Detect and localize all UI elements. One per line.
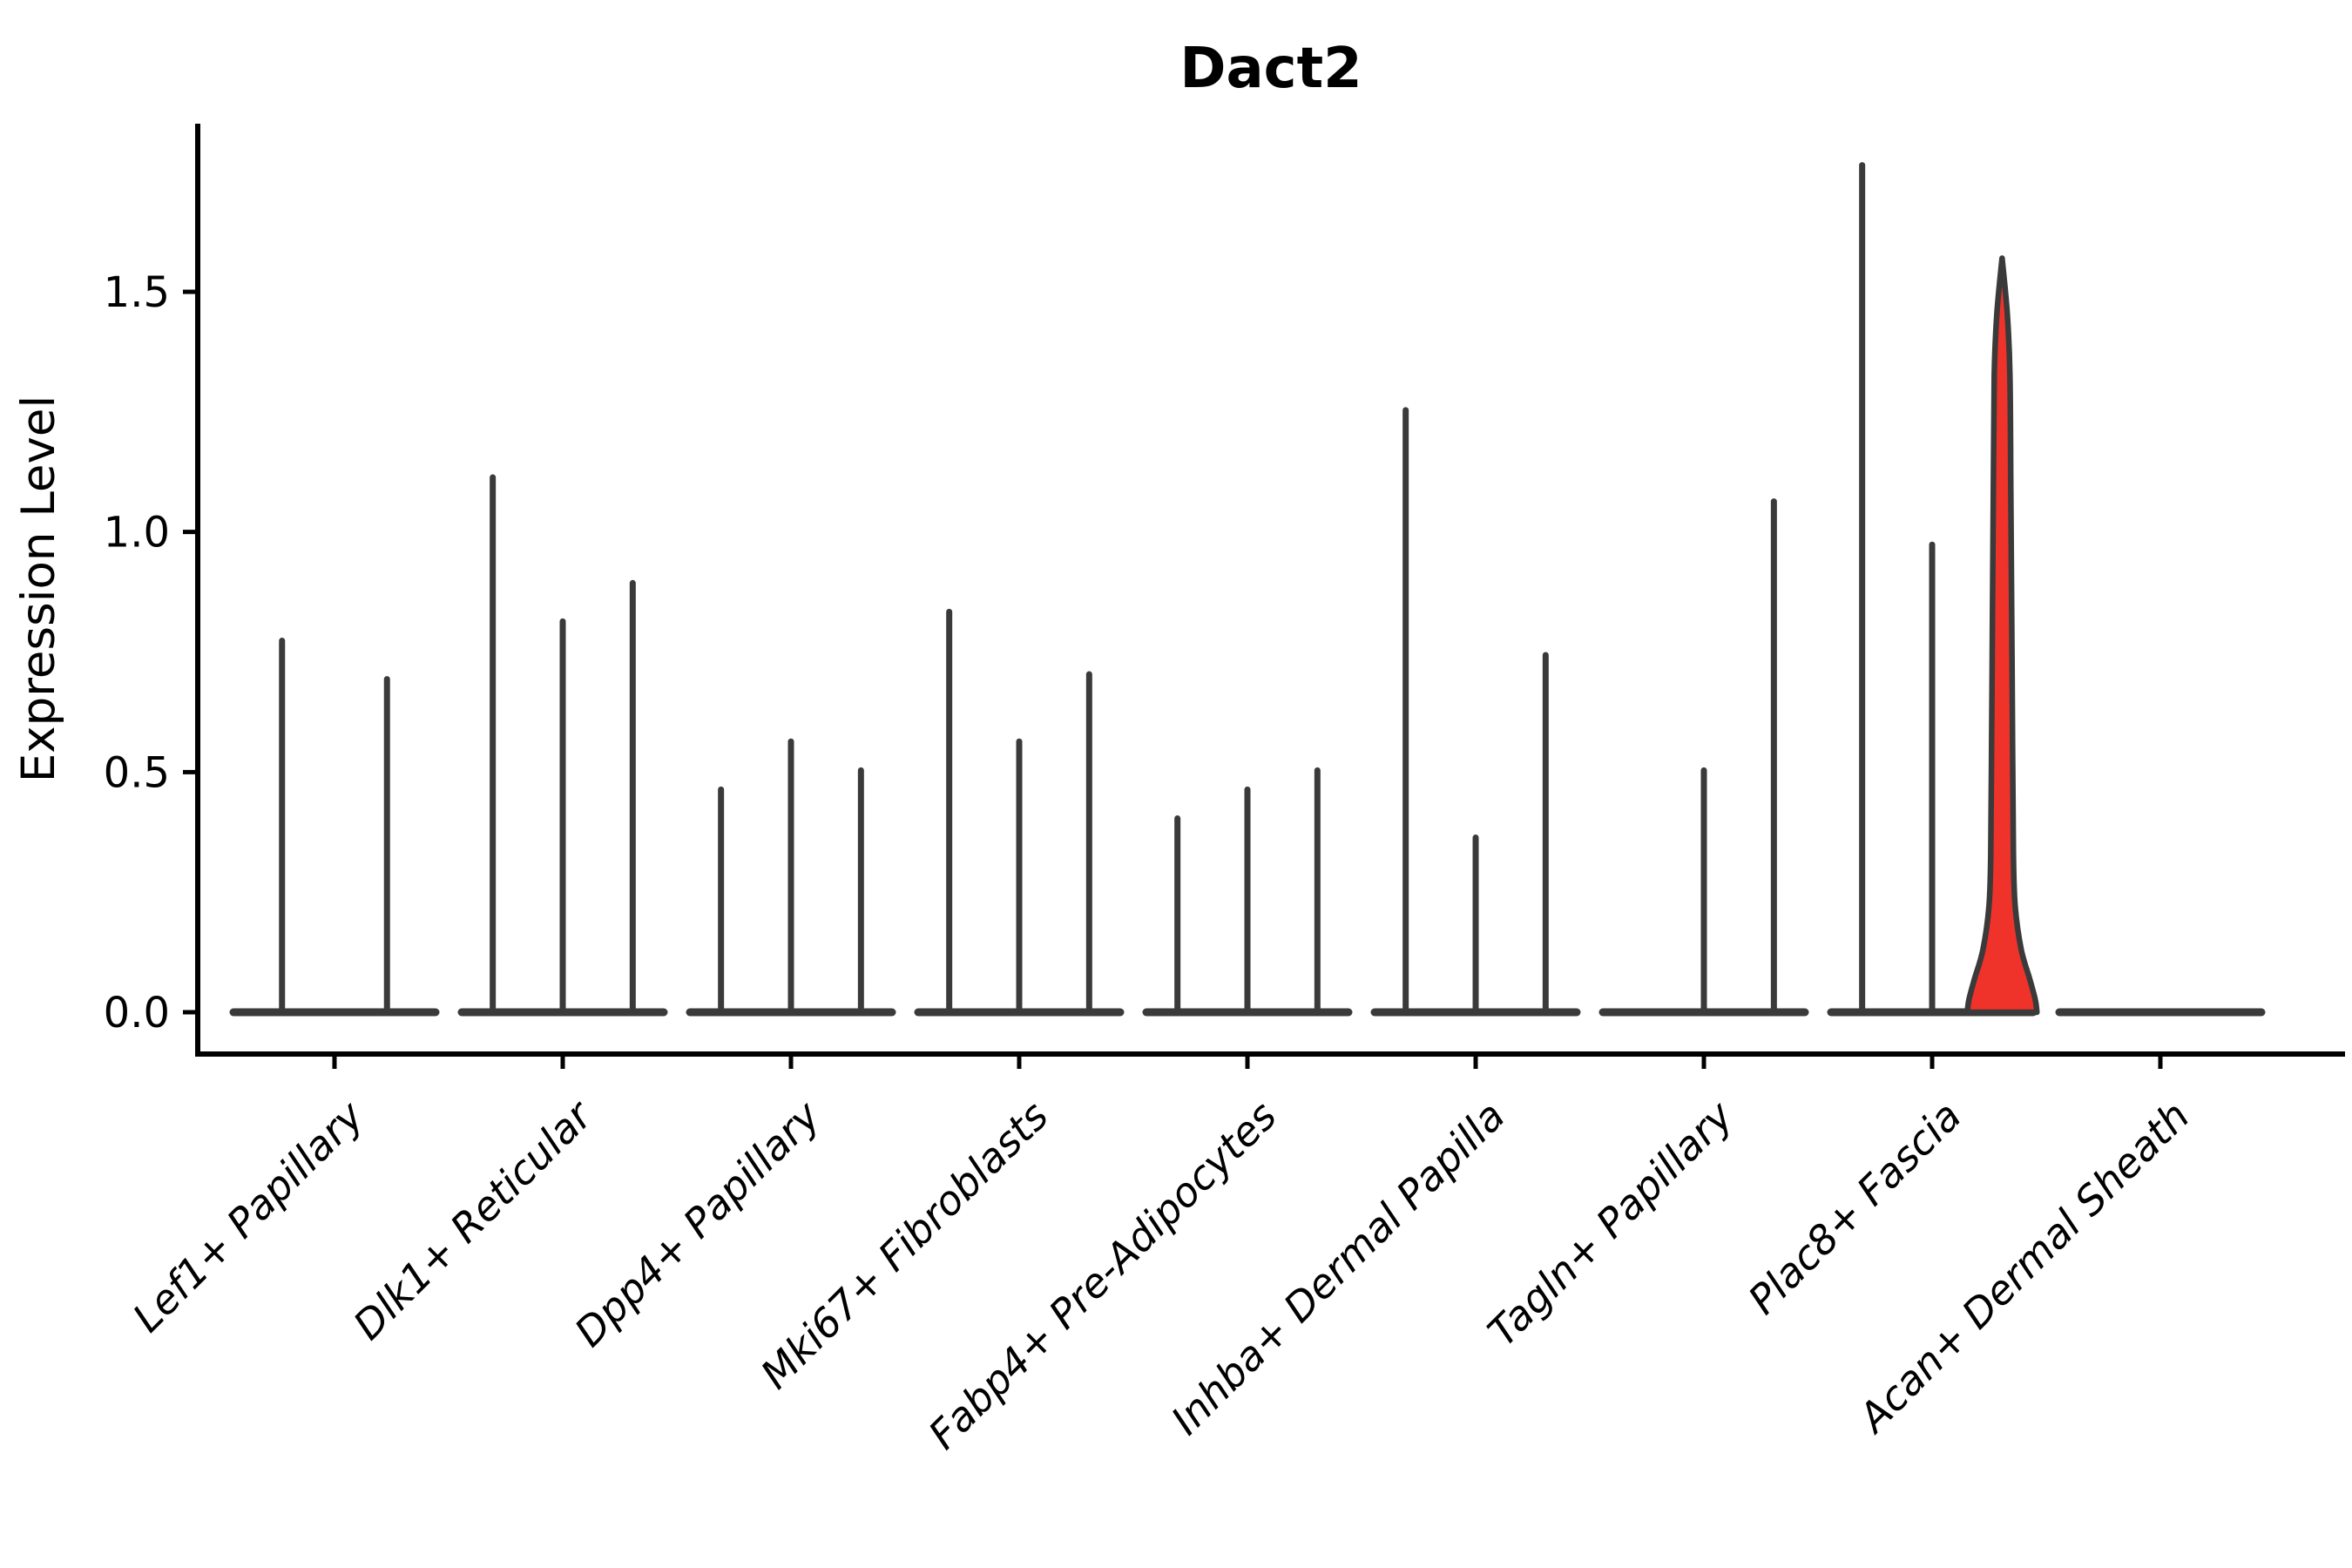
violin-group [1142,767,1353,1017]
x-tick-label: Lef1+ Papillary [124,1092,373,1341]
y-axis-ticks: 0.0 0.5 1.0 1.5 [104,268,198,1037]
y-tick-label: 0.0 [104,989,170,1037]
x-tick-label: Plac8+ Fascia [1739,1092,1970,1323]
violin-group [1827,162,2040,1017]
violin-group [1370,407,1581,1017]
violin-group [2055,1008,2266,1017]
x-tick-label: Dlk1+ Reticular [344,1090,603,1348]
violin-group [686,738,896,1017]
x-tick-label: Dpp4+ Papillary [565,1092,829,1355]
violin-base [2055,1008,2266,1017]
violin-group [1598,498,1809,1017]
violin-group [229,637,440,1017]
y-tick-label: 1.5 [104,268,170,317]
violin-base [229,1008,440,1017]
violin-highlighted [1964,255,2040,1016]
x-tick-label: Tagln+ Papillary [1478,1092,1742,1355]
violin-series [229,162,2266,1017]
y-tick-label: 0.5 [104,748,170,797]
chart-title: Dact2 [1179,37,1362,101]
violin-group [914,608,1125,1017]
y-axis-label: Expression Level [12,395,65,782]
violin-group [457,474,668,1017]
y-tick-label: 1.0 [104,509,170,558]
